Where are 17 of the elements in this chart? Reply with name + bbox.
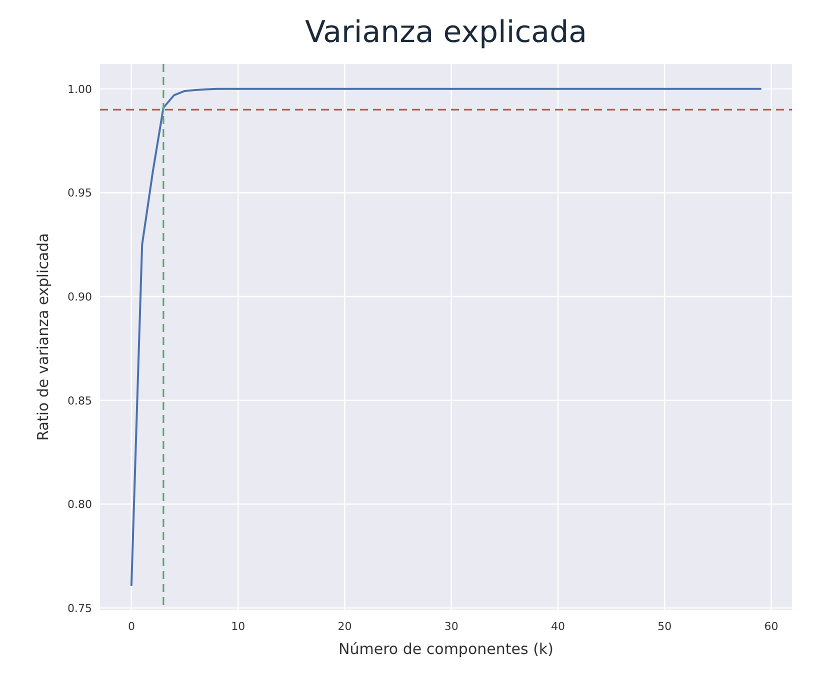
y-tick-label: 0.95 [68,186,92,200]
line-series [130,88,762,586]
x-axis-title: Número de componentes (k) [338,640,554,658]
x-tick-label: 60 [764,620,778,633]
x-tick-label: 30 [444,620,458,633]
x-tick-label: 20 [338,620,352,633]
y-tick-label: 0.80 [68,498,92,512]
x-tick-label: 40 [550,620,565,633]
y-tick-label: 0.85 [68,394,92,408]
chart-title: Varianza explicada [304,15,588,50]
x-tick-label: 0 [128,620,135,633]
y-axis-title: Ratio de varianza explicada [34,233,52,441]
y-tick-label: 0.90 [68,290,92,304]
x-tick-label: 50 [658,620,672,633]
x-tick-label: 10 [231,620,246,633]
y-tick-label: 1.00 [68,82,92,96]
y-tick-label: 0.75 [68,602,92,615]
